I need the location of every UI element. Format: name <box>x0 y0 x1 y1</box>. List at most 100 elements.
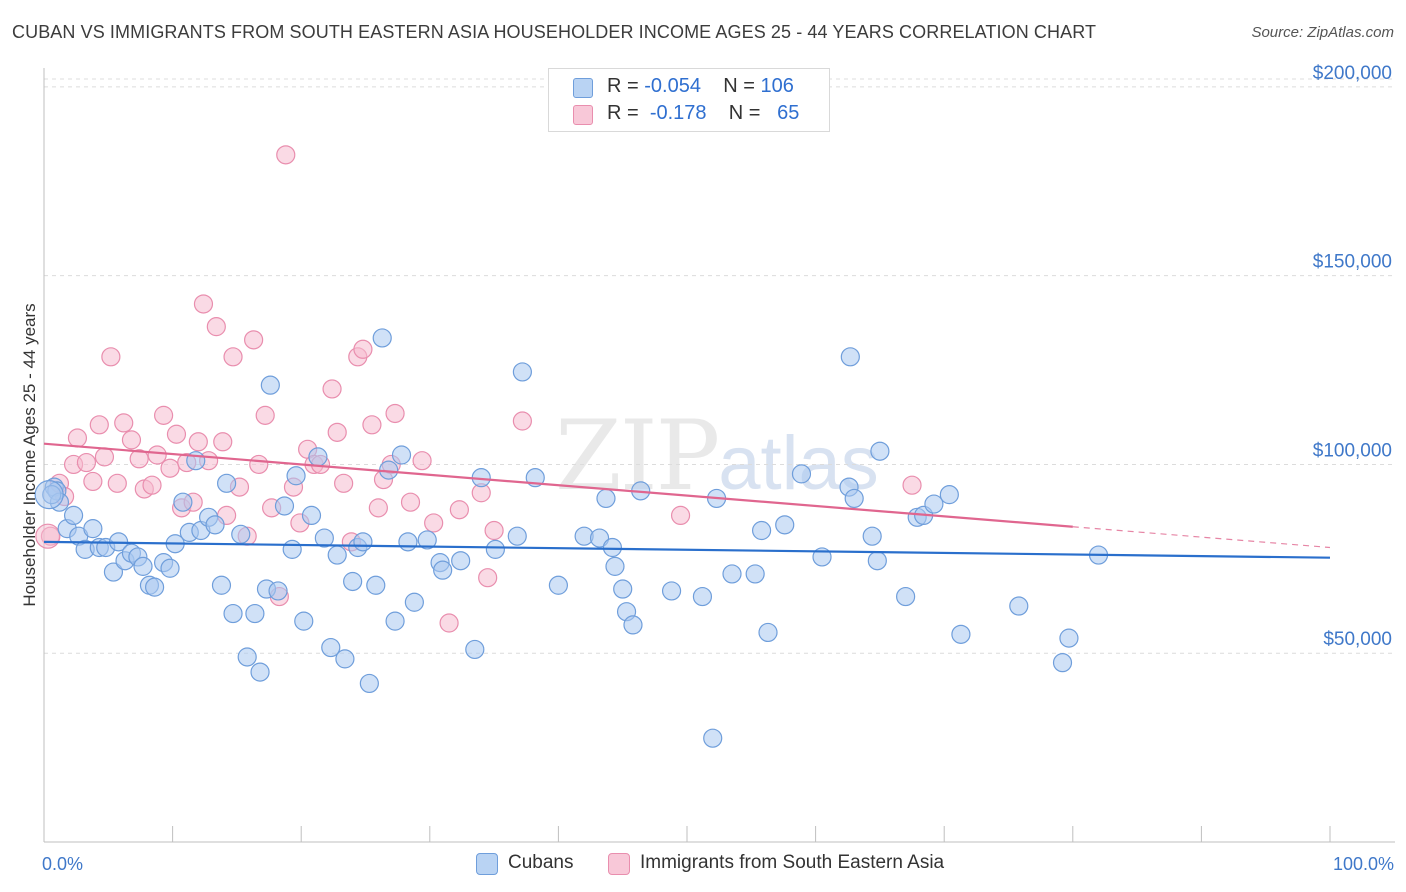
point-immigrants <box>89 415 109 435</box>
point-cubans <box>133 556 153 576</box>
point-cubans <box>844 488 864 509</box>
point-cubans <box>661 581 682 601</box>
point-cubans <box>366 575 386 595</box>
point-cubans <box>613 579 633 599</box>
point-immigrants <box>94 447 115 467</box>
legend-text-immigrants: R = -0.178 N = 65 <box>607 102 799 125</box>
bottom-label-cubans: Cubans <box>508 852 574 873</box>
point-immigrants <box>478 568 498 588</box>
point-immigrants <box>101 347 121 367</box>
point-cubans <box>83 519 103 539</box>
point-cubans <box>231 524 251 544</box>
point-cubans <box>335 649 355 669</box>
point-immigrants <box>142 475 162 495</box>
point-cubans <box>751 520 772 541</box>
point-immigrants <box>327 422 347 442</box>
point-cubans <box>144 577 165 597</box>
point-cubans <box>840 347 860 367</box>
point-cubans <box>294 611 314 631</box>
chart-title: CUBAN VS IMMIGRANTS FROM SOUTH EASTERN A… <box>12 22 1097 42</box>
chart-source: Source: ZipAtlas.com <box>1251 24 1394 41</box>
point-cubans <box>398 532 418 552</box>
point-cubans <box>353 532 373 552</box>
axis-labels: $50,000 $100,000 $150,000 $200,000 0.0% 100.0… <box>20 63 1394 874</box>
point-cubans <box>623 615 643 635</box>
point-cubans <box>1009 596 1029 616</box>
point-cubans <box>359 673 379 694</box>
trend-line-immigrants-extrapolated <box>1072 526 1331 549</box>
point-immigrants <box>114 413 134 433</box>
point-cubans <box>327 545 347 565</box>
point-cubans <box>404 592 424 612</box>
point-immigrants <box>424 513 444 533</box>
point-immigrants <box>223 347 243 367</box>
point-cubans <box>602 537 623 558</box>
correlation-legend: R = -0.054 N = 106 R = -0.178 N = 65 <box>548 68 830 132</box>
legend-row-immigrants: R = -0.178 N = 65 <box>573 102 799 128</box>
point-cubans <box>301 505 322 526</box>
point-cubans <box>308 447 328 467</box>
point-cubans <box>867 551 887 571</box>
point-cubans <box>217 473 237 493</box>
point-cubans <box>245 603 265 624</box>
y-axis-label: Householder Income Ages 25 - 44 years <box>20 303 39 606</box>
point-immigrants <box>147 445 167 465</box>
point-cubans <box>211 575 232 595</box>
point-cubans <box>286 466 306 486</box>
y-tick-label: $200,000 <box>1313 63 1392 84</box>
point-cubans <box>939 485 959 505</box>
point-cubans <box>417 530 437 550</box>
point-immigrants <box>385 403 405 424</box>
point-immigrants <box>193 294 214 314</box>
point-immigrants <box>166 424 187 444</box>
point-immigrants <box>83 471 103 492</box>
point-immigrants-large <box>35 523 61 549</box>
point-cubans <box>512 362 532 382</box>
legend-row-cubans: R = -0.054 N = 106 <box>573 75 794 101</box>
y-tick-label: $100,000 <box>1313 440 1392 461</box>
point-cubans <box>596 488 616 509</box>
point-cubans-large <box>34 480 64 510</box>
point-cubans <box>237 647 257 667</box>
point-cubans <box>343 571 363 592</box>
legend-n-label: N = <box>723 75 755 97</box>
legend-text-cubans: R = -0.054 N = 106 <box>607 75 794 98</box>
point-cubans <box>260 375 280 395</box>
point-cubans <box>862 526 882 546</box>
legend-r-label: R = <box>607 75 639 97</box>
point-cubans <box>385 611 405 631</box>
point-immigrants <box>353 339 373 359</box>
point-cubans <box>924 494 944 514</box>
legend-r-value: -0.178 <box>649 102 707 124</box>
legend-n-value: 65 <box>777 102 800 124</box>
point-cubans <box>775 515 795 535</box>
legend-swatch-cubans <box>573 78 593 98</box>
trend-line-cubans <box>43 540 1331 559</box>
legend-r-label: R = <box>607 102 639 124</box>
point-immigrants <box>439 613 459 633</box>
axes <box>43 68 1395 843</box>
point-immigrants <box>334 473 354 493</box>
point-cubans <box>589 528 610 548</box>
point-immigrants <box>276 145 296 165</box>
point-cubans <box>548 575 569 595</box>
point-cubans <box>1052 653 1073 673</box>
point-cubans <box>205 515 225 535</box>
point-immigrants <box>400 492 421 512</box>
bottom-swatch-cubans <box>476 853 498 875</box>
point-immigrants <box>206 317 226 337</box>
point-immigrants <box>121 430 142 450</box>
y-tick-label: $150,000 <box>1313 252 1392 273</box>
point-cubans <box>250 662 270 682</box>
point-immigrants <box>255 405 275 425</box>
point-cubans <box>321 637 341 658</box>
point-immigrants <box>153 405 174 425</box>
point-cubans <box>103 562 124 582</box>
point-cubans <box>451 551 471 571</box>
trend-line-immigrants <box>43 442 1073 528</box>
point-cubans <box>372 328 392 348</box>
point-cubans <box>1059 628 1079 648</box>
x-tick-label-min: 0.0% <box>42 854 83 874</box>
point-cubans <box>314 528 334 548</box>
